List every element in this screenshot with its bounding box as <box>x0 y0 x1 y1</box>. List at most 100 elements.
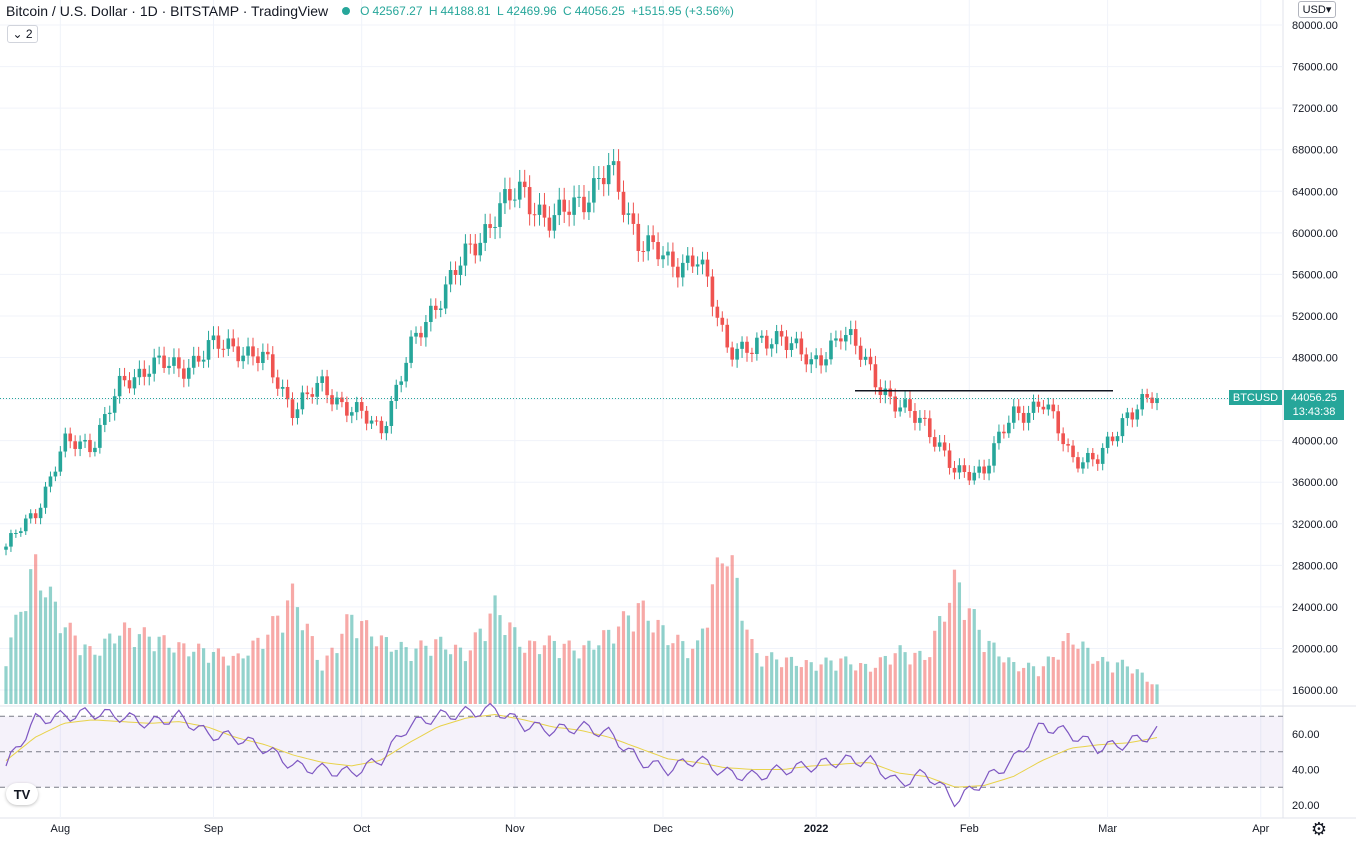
volume-bar <box>1150 684 1154 704</box>
candle-body <box>295 409 300 419</box>
candle-body <box>359 402 364 411</box>
volume-bar <box>557 658 561 704</box>
candle-body <box>848 329 853 336</box>
volume-bar <box>261 648 265 704</box>
volume-bar <box>206 662 211 704</box>
candle-body <box>14 533 18 535</box>
volume-bar <box>1002 662 1006 704</box>
candle-body <box>1095 459 1100 464</box>
candle-body <box>1061 433 1065 445</box>
volume-bar <box>621 611 626 704</box>
volume-bar <box>528 640 532 704</box>
candle-body <box>834 338 838 341</box>
currency-select[interactable]: USD ▾ <box>1298 1 1336 18</box>
volume-bar <box>493 595 497 704</box>
candle-body <box>117 375 122 397</box>
candle-body <box>522 181 527 188</box>
tradingview-logo[interactable]: TV <box>6 783 38 805</box>
volume-bar <box>290 583 295 704</box>
volume-bar <box>651 632 655 704</box>
volume-bar <box>295 607 300 704</box>
candle-body <box>898 407 902 412</box>
symbol-header: Bitcoin / U.S. Dollar · 1D · BITSTAMP · … <box>6 2 737 20</box>
volume-bar <box>508 622 512 704</box>
volume-bar <box>755 653 759 704</box>
volume-bar <box>1091 663 1095 704</box>
volume-bar <box>335 653 339 704</box>
volume-bar <box>429 655 433 704</box>
volume-bar <box>221 656 225 704</box>
volume-bar <box>577 658 581 704</box>
low-value: 42469.96 <box>506 4 557 18</box>
volume-bar <box>384 637 388 704</box>
candle-body <box>98 424 102 448</box>
volume-bar <box>873 667 878 704</box>
volume-bar <box>241 658 245 704</box>
volume-bar <box>681 641 685 704</box>
candle-body <box>404 362 408 382</box>
candle-body <box>666 251 670 256</box>
candle-body <box>952 467 957 473</box>
volume-bar <box>1007 657 1011 704</box>
volume-bar <box>918 650 922 704</box>
gear-icon[interactable]: ⚙ <box>1310 818 1328 839</box>
candle-body <box>962 465 967 472</box>
volume-bar <box>399 641 403 704</box>
volume-bar <box>4 666 8 704</box>
volume-bar <box>834 670 838 704</box>
volume-bar <box>1046 656 1050 704</box>
candle-body <box>191 355 196 368</box>
candle-body <box>384 425 389 434</box>
volume-bar <box>1135 669 1139 704</box>
volume-bar <box>162 635 166 704</box>
price-tick-label: 52000.00 <box>1292 311 1338 323</box>
volume-bar <box>281 632 285 704</box>
volume-bar <box>1061 641 1065 704</box>
candle-body <box>764 335 769 349</box>
candle-body <box>280 386 285 389</box>
volume-bar <box>1041 666 1045 704</box>
volume-bar <box>43 597 48 704</box>
candle-body <box>315 382 320 397</box>
candle-body <box>720 317 725 325</box>
volume-bar <box>740 620 744 704</box>
volume-bar <box>315 659 319 704</box>
candle-body <box>755 337 759 355</box>
indicators-toggle-button[interactable]: ⌄ 2 <box>7 25 38 43</box>
volume-bar <box>305 623 309 704</box>
volume-bar <box>537 654 542 704</box>
volume-bar <box>710 584 715 704</box>
candle-body <box>1125 412 1130 419</box>
volume-bar <box>794 665 798 704</box>
close-value: 44056.25 <box>574 4 625 18</box>
volume-bar <box>1125 666 1129 704</box>
volume-bar <box>745 629 749 704</box>
volume-bar <box>73 635 77 704</box>
volume-bar <box>1101 656 1105 704</box>
candle-body <box>473 243 478 256</box>
candle-body <box>814 355 818 360</box>
candle-body <box>256 356 260 364</box>
symbol-price-tag: BTCUSD <box>1229 390 1282 405</box>
volume-bar <box>1140 672 1144 704</box>
candle-body <box>374 420 379 422</box>
candle-body <box>379 420 384 434</box>
volume-bar <box>419 640 423 704</box>
price-tick-label: 80000.00 <box>1292 20 1338 32</box>
price-tick-label: 76000.00 <box>1292 62 1338 74</box>
volume-bar <box>246 655 250 704</box>
volume-bar <box>587 640 591 704</box>
candle-body <box>1105 436 1110 448</box>
volume-bar <box>765 655 769 704</box>
volume-bar <box>1115 662 1120 704</box>
volume-bar <box>231 655 235 704</box>
volume-bar <box>1066 633 1070 704</box>
volume-bar <box>938 616 942 704</box>
candle-body <box>750 352 754 355</box>
time-tick-label: Mar <box>1098 823 1117 835</box>
volume-bar <box>14 614 18 704</box>
volume-bar <box>1096 661 1100 704</box>
volume-bar <box>532 641 537 704</box>
